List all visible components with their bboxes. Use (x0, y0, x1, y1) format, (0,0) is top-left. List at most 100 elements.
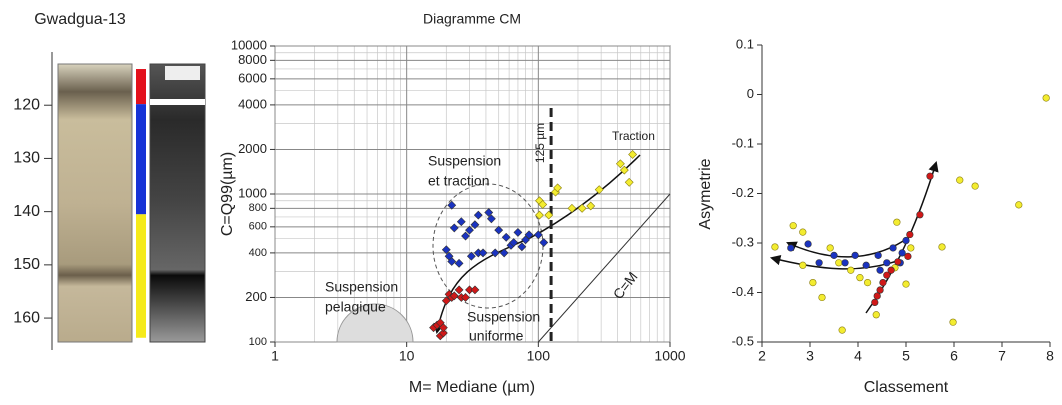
data-point (863, 279, 872, 287)
y-tick-label: 800 (249, 202, 267, 214)
x-axis-label: M= Mediane (µm) (409, 379, 535, 396)
data-point (447, 257, 457, 266)
data-point (628, 150, 638, 159)
data-point (454, 258, 464, 268)
data-point (883, 259, 891, 267)
data-point (465, 225, 474, 235)
x-tick-label: 100 (527, 348, 551, 364)
data-point (538, 200, 548, 209)
data-point (461, 293, 470, 302)
radiograph-bright (165, 66, 200, 80)
data-point (470, 285, 480, 295)
annotation: Traction (612, 129, 655, 143)
data-point (906, 230, 914, 239)
data-point (883, 271, 891, 279)
data-point (799, 261, 807, 269)
x-tick-label: 6 (950, 348, 958, 364)
data-point (499, 248, 509, 258)
data-point (830, 251, 838, 259)
data-point (902, 236, 910, 245)
y-tick-label: 6000 (238, 70, 267, 85)
radiograph-bright (150, 99, 205, 105)
data-point (441, 296, 451, 306)
core-photo (57, 63, 133, 343)
trend-arrow (865, 160, 939, 314)
pelagic-zone (336, 303, 414, 343)
data-point (533, 230, 543, 240)
data-point (872, 311, 880, 319)
data-point (486, 214, 496, 224)
data-point (826, 244, 834, 252)
annotation: uniforme (469, 328, 524, 344)
y-tick-label: 400 (249, 247, 267, 259)
data-point (887, 266, 895, 274)
data-point (509, 238, 519, 247)
x-tick-label: 4 (854, 348, 862, 364)
data-point (473, 210, 483, 220)
data-point (624, 177, 634, 187)
data-point (879, 279, 887, 287)
data-point (856, 274, 864, 282)
annotation: et traction (428, 173, 489, 189)
data-point (449, 223, 459, 233)
x-tick-label: 3 (806, 348, 814, 364)
y-tick-label: 150 (13, 256, 40, 273)
data-point (567, 203, 577, 213)
facies-segment (136, 214, 146, 338)
y-tick-label: 4000 (238, 96, 267, 111)
data-point (851, 251, 859, 259)
data-point (876, 286, 884, 294)
x-axis-label: Classement (864, 379, 949, 396)
x-tick-label: 8 (1046, 348, 1054, 364)
data-point (544, 210, 554, 220)
data-point (456, 217, 466, 227)
chart-title: Diagramme CM (423, 11, 521, 27)
data-point (787, 244, 795, 252)
data-point (949, 318, 957, 326)
data-point (594, 185, 604, 195)
y-tick-label: 120 (13, 96, 40, 113)
data-point (449, 291, 459, 301)
data-point (894, 258, 902, 266)
y-tick-label: 2000 (238, 141, 267, 156)
data-point (799, 228, 807, 236)
data-point (478, 248, 488, 258)
traction-zone (432, 183, 544, 309)
x-tick-label: 10 (399, 348, 415, 364)
data-point (871, 298, 879, 307)
data-point (1042, 94, 1050, 102)
annotation: Suspension (428, 153, 501, 169)
data-point (521, 235, 530, 245)
data-point (789, 222, 797, 230)
y-tick-label: 140 (13, 203, 40, 220)
y-tick-label: 200 (245, 289, 267, 304)
data-point (956, 176, 964, 184)
facies-segment (136, 104, 146, 215)
data-point (470, 220, 480, 230)
data-point (804, 240, 812, 248)
data-point (847, 266, 855, 274)
core-title: Gwadgua-13 (34, 11, 126, 28)
data-point (841, 259, 849, 267)
y-tick-label: 100 (249, 336, 267, 348)
y-tick-label: 600 (249, 221, 267, 233)
annotation: Suspension (325, 279, 398, 295)
y-tick-label: -0.3 (732, 234, 754, 249)
data-point (484, 208, 494, 217)
data-point (539, 238, 549, 247)
data-point (466, 251, 476, 261)
x-tick-label: 1000 (654, 348, 685, 364)
y-axis-label: C=Q99(µm) (219, 152, 236, 236)
data-point (615, 159, 625, 169)
data-point (898, 249, 906, 257)
x-tick-label: 1 (271, 348, 279, 364)
y-tick-label: -0.4 (732, 284, 754, 299)
y-tick-label: 8000 (238, 52, 267, 67)
data-point (771, 243, 779, 251)
data-point (438, 323, 448, 333)
data-point (513, 228, 523, 237)
data-point (873, 292, 881, 300)
x-tick-label: 5 (902, 348, 910, 364)
